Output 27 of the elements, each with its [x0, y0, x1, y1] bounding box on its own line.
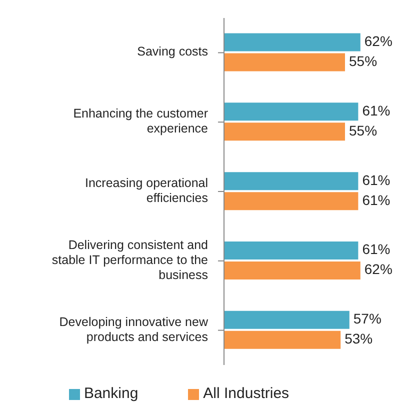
- data-label: 61%: [362, 192, 390, 208]
- bar: [224, 241, 358, 260]
- bar: [224, 192, 358, 210]
- bar: [224, 53, 345, 72]
- y-tick-label: Developing innovative new products and services: [59, 315, 209, 344]
- legend-label: All Industries: [203, 385, 290, 402]
- data-label: 57%: [353, 310, 382, 327]
- data-label: 53%: [344, 330, 373, 347]
- y-tick-label: Enhancing the customer experience: [73, 106, 208, 136]
- bar: [224, 102, 358, 121]
- bar: [224, 261, 360, 280]
- bar: [224, 33, 360, 52]
- y-tick-label: Saving costs: [137, 44, 208, 59]
- data-label: 61%: [362, 102, 390, 118]
- bar: [224, 310, 350, 329]
- bar: [224, 330, 341, 349]
- y-tick-label: Increasing operational efficiencies: [85, 176, 208, 206]
- data-label: 62%: [364, 32, 392, 49]
- legend-label: Banking: [84, 385, 138, 402]
- data-label: 61%: [362, 172, 390, 188]
- data-label: 61%: [362, 241, 390, 258]
- data-label: 62%: [364, 261, 392, 278]
- data-label: 55%: [349, 122, 378, 138]
- data-label: 55%: [349, 52, 378, 69]
- bar: [224, 122, 345, 141]
- y-tick-label: Delivering consistent and stable IT performance to the business: [52, 238, 208, 282]
- bar: [224, 172, 358, 190]
